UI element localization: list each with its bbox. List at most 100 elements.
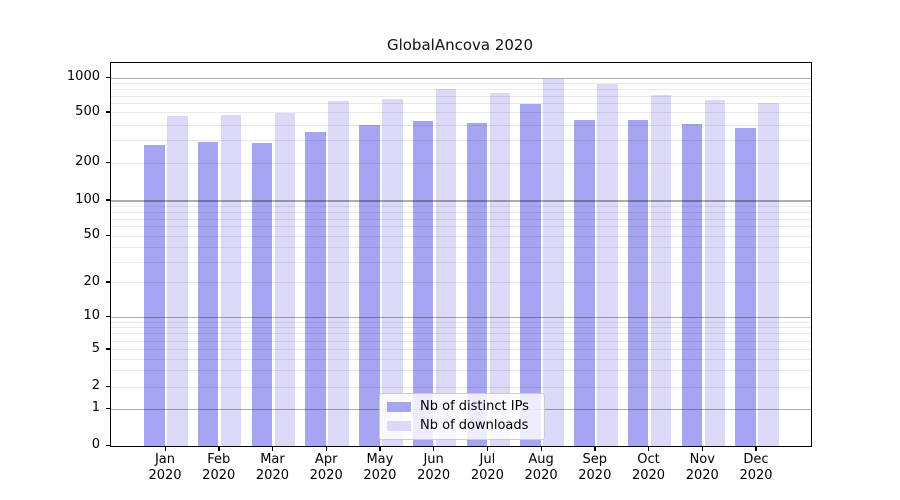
y-tick-mark-5 — [105, 348, 110, 350]
y-tick-mark-1000 — [105, 76, 110, 78]
gridline-minor-800 — [111, 88, 811, 90]
bar-sep-nb-of-downloads — [597, 83, 618, 446]
y-tick-mark-20 — [105, 281, 110, 283]
x-tick-mark-jan — [164, 446, 166, 451]
gridline-minor-900 — [111, 82, 811, 84]
bar-jun-nb-of-downloads — [435, 89, 457, 446]
x-tick-label-jun: Jun 2020 — [417, 452, 451, 483]
y-tick-label-1: 1 — [91, 400, 100, 415]
gridline-minor-20 — [111, 282, 811, 284]
bar-jan-nb-of-downloads — [167, 116, 188, 446]
gridline-minor-200 — [111, 162, 811, 164]
gridline-major-100 — [111, 200, 811, 202]
x-tick-label-aug: Aug 2020 — [524, 452, 558, 483]
y-tick-label-20: 20 — [83, 273, 100, 289]
y-tick-mark-0 — [105, 444, 110, 446]
y-tick-mark-2 — [105, 385, 110, 387]
bars-layer — [111, 63, 811, 446]
gridline-minor-600 — [111, 103, 811, 105]
bar-mar-nb-of-downloads — [274, 112, 296, 446]
bar-jun-nb-of-distinct-ips — [412, 121, 434, 446]
plot-area: Nb of distinct IPs Nb of downloads — [110, 62, 812, 447]
x-tick-mark-apr — [325, 446, 327, 451]
gridline-minor-90 — [111, 205, 811, 207]
gridline-major-1000 — [111, 77, 811, 79]
gridline-minor-30 — [111, 261, 811, 263]
x-tick-mark-jun — [433, 446, 435, 451]
x-tick-mark-dec — [755, 446, 757, 451]
legend-swatch-distinct-ips — [387, 401, 411, 412]
y-tick-label-100: 100 — [75, 191, 100, 207]
x-tick-label-nov: Nov 2020 — [685, 452, 719, 483]
bar-dec-nb-of-distinct-ips — [735, 128, 756, 446]
bar-may-nb-of-downloads — [382, 99, 403, 446]
bar-sep-nb-of-distinct-ips — [574, 119, 595, 446]
x-tick-label-may: May 2020 — [363, 452, 397, 483]
legend-item-downloads: Nb of downloads — [387, 418, 535, 433]
gridline-minor-3 — [111, 370, 811, 372]
y-tick-label-1000: 1000 — [66, 69, 100, 84]
x-tick-label-sep: Sep 2020 — [578, 452, 612, 483]
gridline-minor-70 — [111, 218, 811, 220]
x-tick-label-oct: Oct 2020 — [631, 452, 666, 483]
y-tick-mark-100 — [105, 199, 110, 201]
x-tick-mark-feb — [218, 446, 220, 451]
y-tick-label-50: 50 — [83, 227, 100, 242]
gridline-minor-500 — [111, 112, 811, 114]
x-tick-label-apr: Apr 2020 — [309, 452, 343, 483]
x-tick-mark-mar — [271, 446, 274, 451]
bar-nov-nb-of-downloads — [704, 99, 726, 446]
gridline-minor-80 — [111, 211, 811, 213]
y-tick-label-5: 5 — [91, 340, 100, 356]
gridline-minor-5 — [111, 349, 811, 351]
gridline-minor-9 — [111, 321, 811, 323]
gridline-minor-6 — [111, 340, 811, 342]
gridline-minor-40 — [111, 246, 811, 248]
y-tick-label-200: 200 — [75, 154, 100, 169]
gridline-minor-50 — [111, 235, 811, 237]
x-tick-label-feb: Feb 2020 — [202, 452, 236, 483]
y-tick-label-500: 500 — [75, 103, 100, 119]
y-tick-mark-1 — [105, 407, 110, 409]
x-tick-mark-sep — [594, 446, 596, 451]
gridline-minor-60 — [111, 226, 811, 228]
gridline-minor-8 — [111, 327, 811, 329]
bar-apr-nb-of-distinct-ips — [305, 132, 326, 446]
x-tick-mark-nov — [701, 446, 704, 451]
bar-jul-nb-of-downloads — [489, 92, 511, 446]
x-tick-label-mar: Mar 2020 — [255, 452, 289, 483]
y-tick-label-10: 10 — [83, 308, 100, 323]
legend-item-distinct-ips: Nb of distinct IPs — [387, 399, 535, 414]
bar-aug-nb-of-downloads — [543, 78, 564, 446]
x-tick-mark-oct — [648, 446, 650, 451]
gridline-minor-700 — [111, 95, 811, 97]
bar-oct-nb-of-distinct-ips — [627, 120, 649, 446]
bar-nov-nb-of-distinct-ips — [681, 124, 703, 446]
gridline-minor-4 — [111, 358, 811, 360]
y-tick-mark-200 — [105, 161, 110, 163]
bar-dec-nb-of-downloads — [758, 102, 779, 446]
x-tick-mark-jul — [486, 446, 489, 451]
x-tick-label-jan: Jan 2020 — [148, 452, 182, 483]
y-tick-mark-10 — [105, 315, 110, 317]
y-tick-label-0: 0 — [91, 437, 100, 452]
x-tick-mark-may — [379, 446, 381, 451]
gridline-minor-300 — [111, 140, 811, 142]
bar-feb-nb-of-downloads — [220, 114, 242, 446]
x-tick-label-jul: Jul 2020 — [470, 452, 504, 483]
legend-swatch-downloads — [387, 420, 411, 431]
bar-mar-nb-of-distinct-ips — [251, 143, 273, 446]
legend: Nb of distinct IPs Nb of downloads — [379, 393, 545, 440]
bar-aug-nb-of-distinct-ips — [520, 103, 541, 446]
bar-jul-nb-of-distinct-ips — [466, 123, 488, 446]
bar-may-nb-of-distinct-ips — [359, 125, 380, 446]
y-tick-label-2: 2 — [91, 378, 100, 394]
gridline-minor-7 — [111, 333, 811, 335]
bar-apr-nb-of-downloads — [328, 101, 349, 446]
bar-jan-nb-of-distinct-ips — [144, 144, 165, 446]
x-tick-mark-aug — [540, 446, 542, 451]
bar-oct-nb-of-downloads — [650, 95, 672, 446]
legend-label-downloads: Nb of downloads — [420, 418, 529, 433]
legend-label-distinct-ips: Nb of distinct IPs — [420, 399, 529, 414]
